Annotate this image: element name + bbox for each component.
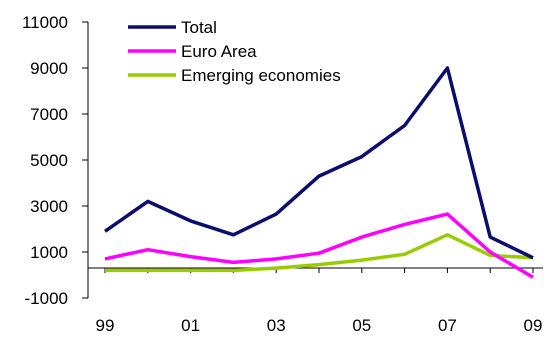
y-tick-label: -1000 [25,289,68,308]
legend: Total Euro Area Emerging economies [128,18,341,85]
series-line-emerging-economies [105,233,534,273]
x-axis: 99 01 03 05 07 09 [88,267,543,335]
series-line-total [103,66,534,260]
x-tick-label: 09 [524,316,543,335]
y-tick-label: 3000 [30,197,68,216]
x-tick-label: 07 [438,316,457,335]
y-tick-label: 7000 [30,105,68,124]
x-tick-label: 01 [181,316,200,335]
y-tick-label: 5000 [30,151,68,170]
series-line-euro-area [104,212,534,279]
legend-label-total: Total [181,18,217,37]
y-tick-label: 11000 [22,13,68,32]
x-tick-label: 03 [267,316,286,335]
legend-label-emerging-economies: Emerging economies [181,66,341,85]
y-tick-label: 9000 [30,59,68,78]
legend-label-euro-area: Euro Area [181,42,257,61]
x-tick-label: 99 [96,316,115,335]
x-tick-label: 05 [352,316,371,335]
series-lines [103,66,534,279]
y-axis: 11000 9000 7000 5000 3000 1000 -1000 [22,13,89,308]
y-tick-label: 1000 [30,243,68,262]
